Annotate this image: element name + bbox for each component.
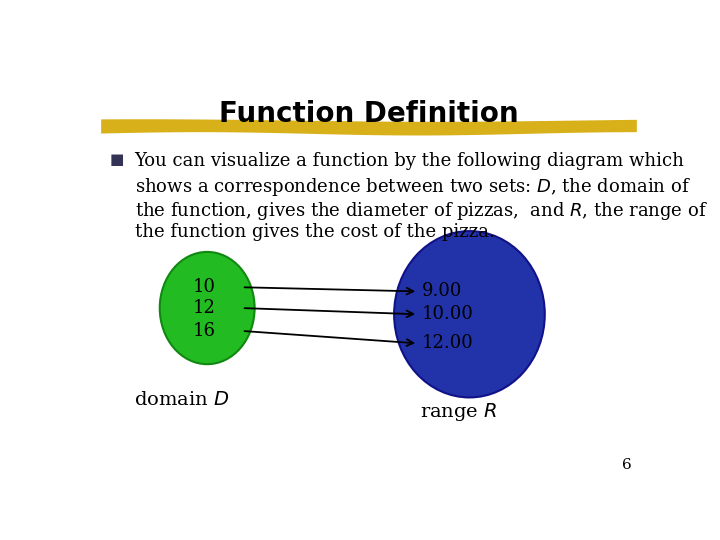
Ellipse shape xyxy=(160,252,255,364)
Text: 12: 12 xyxy=(193,299,216,317)
Text: 16: 16 xyxy=(193,322,216,340)
Text: the function gives the cost of the pizza.: the function gives the cost of the pizza… xyxy=(135,223,495,241)
Text: You can visualize a function by the following diagram which: You can visualize a function by the foll… xyxy=(135,152,685,170)
Text: 6: 6 xyxy=(621,458,631,472)
Text: ■: ■ xyxy=(109,152,124,167)
Text: 12.00: 12.00 xyxy=(422,334,474,353)
Text: domain $D$: domain $D$ xyxy=(135,390,230,409)
Ellipse shape xyxy=(394,231,545,397)
Text: Function Definition: Function Definition xyxy=(219,100,519,128)
Polygon shape xyxy=(101,119,637,136)
Text: shows a correspondence between two sets: $D$, the domain of: shows a correspondence between two sets:… xyxy=(135,176,690,198)
Text: the function, gives the diameter of pizzas,  and $R$, the range of: the function, gives the diameter of pizz… xyxy=(135,199,708,221)
Text: 10: 10 xyxy=(193,278,216,296)
Text: range $R$: range $R$ xyxy=(420,401,497,423)
Text: 10.00: 10.00 xyxy=(422,305,474,323)
Text: 9.00: 9.00 xyxy=(422,282,462,300)
